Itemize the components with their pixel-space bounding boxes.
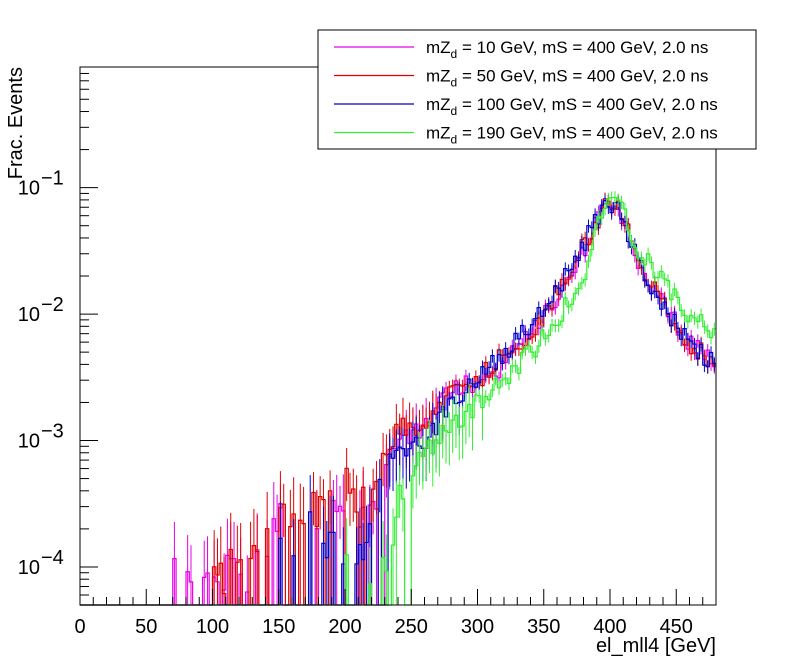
y-axis-title: Frac. Events <box>5 67 27 179</box>
series-1-histogram <box>80 200 716 606</box>
legend-box <box>317 29 757 150</box>
legend-text-main: mZ <box>426 38 451 57</box>
x-axis-title: el_mll4 [GeV] <box>596 635 716 657</box>
legend-text-main: mZ <box>426 124 451 143</box>
x-tick-label: 300 <box>461 616 494 638</box>
legend-text-rest: = 50 GeV, mS = 400 GeV, 2.0 ns <box>457 67 708 86</box>
series-1 <box>80 194 716 606</box>
series-2-histogram <box>80 198 716 606</box>
y-tick-exponent: −3 <box>41 421 64 443</box>
y-tick-exponent: −4 <box>41 547 64 569</box>
series-3-histogram <box>80 199 716 606</box>
legend-label-4: mZd = 190 GeV, mS = 400 GeV, 2.0 ns <box>426 124 718 147</box>
legend-text-rest: = 190 GeV, mS = 400 GeV, 2.0 ns <box>457 124 718 143</box>
legend-label-2: mZd = 50 GeV, mS = 400 GeV, 2.0 ns <box>426 67 708 90</box>
x-tick-label: 100 <box>196 616 229 638</box>
legend-label-3: mZd = 100 GeV, mS = 400 GeV, 2.0 ns <box>426 95 718 118</box>
x-tick-label: 150 <box>262 616 295 638</box>
x-tick-label: 450 <box>660 616 693 638</box>
x-tick-label: 0 <box>74 616 85 638</box>
x-tick-label: 200 <box>328 616 361 638</box>
y-tick-base: 10 <box>18 431 40 453</box>
y-tick-base: 10 <box>18 557 40 579</box>
legend-text-subscript: d <box>451 104 458 118</box>
x-tick-label: 400 <box>593 616 626 638</box>
y-tick-exponent: −1 <box>41 168 64 190</box>
axis-ticks <box>79 66 717 606</box>
y-tick-base: 10 <box>18 304 40 326</box>
x-tick-label: 50 <box>135 616 157 638</box>
y-tick-exponent: −2 <box>41 294 64 316</box>
legend-text-main: mZ <box>426 67 451 86</box>
legend-text-rest: = 10 GeV, mS = 400 GeV, 2.0 ns <box>457 38 708 57</box>
legend-text-subscript: d <box>451 76 458 90</box>
series-3 <box>80 194 716 606</box>
series-layer <box>80 191 716 606</box>
series-2 <box>80 192 716 606</box>
legend-text-rest: = 100 GeV, mS = 400 GeV, 2.0 ns <box>457 95 718 114</box>
y-tick-base: 10 <box>18 178 40 200</box>
x-tick-label: 350 <box>527 616 560 638</box>
legend-label-1: mZd = 10 GeV, mS = 400 GeV, 2.0 ns <box>426 38 708 61</box>
series-4 <box>80 191 716 606</box>
x-tick-label: 250 <box>395 616 428 638</box>
legend-text-subscript: d <box>451 133 458 147</box>
legend-text-subscript: d <box>451 47 458 61</box>
legend-text-main: mZ <box>426 95 451 114</box>
series-4-histogram <box>80 196 716 606</box>
